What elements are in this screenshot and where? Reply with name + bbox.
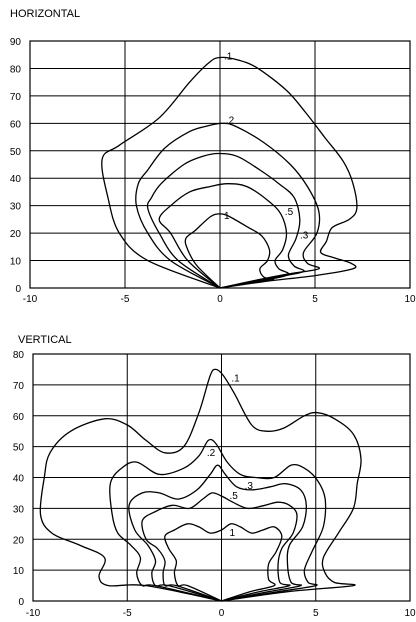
chart2-contour-label-1: 1 — [230, 528, 236, 539]
chart2-contour-label-p5: .5 — [230, 491, 239, 502]
chart1-y-tick-90: 90 — [10, 37, 22, 48]
chart2-contour-label-p2: .2 — [207, 448, 216, 459]
chart1-y-tick-80: 80 — [10, 64, 22, 75]
chart2-title: VERTICAL — [18, 334, 72, 346]
chart2-contour-p2 — [109, 438, 327, 602]
chart1-x-tick--10: -10 — [23, 294, 38, 305]
chart1-contour-p5 — [158, 183, 290, 289]
chart2-y-tick-60: 60 — [13, 412, 25, 423]
chart1-title: HORIZONTAL — [10, 8, 80, 20]
chart1-contour-label-1: 1 — [224, 211, 230, 222]
chart1-y-tick-40: 40 — [10, 174, 22, 185]
chart2-y-tick-70: 70 — [13, 381, 25, 392]
chart1-y-tick-50: 50 — [10, 147, 22, 158]
chart2-y-tick-40: 40 — [13, 474, 25, 485]
chart2-x-tick--10: -10 — [26, 608, 41, 619]
chart1-y-tick-30: 30 — [10, 202, 22, 213]
chart1-x-tick-0: 0 — [217, 294, 223, 305]
chart1-y-tick-10: 10 — [10, 257, 22, 268]
chart1-x-tick--5: -5 — [121, 294, 130, 305]
chart1-y-tick-20: 20 — [10, 229, 22, 240]
chart2-x-tick--5: -5 — [123, 608, 132, 619]
chart2-y-tick-10: 10 — [13, 566, 25, 577]
chart1-contour-label-p2: .2 — [226, 115, 235, 126]
chart2-y-tick-80: 80 — [13, 350, 25, 361]
chart2-y-tick-0: 0 — [18, 597, 24, 608]
chart1-contour-p2 — [135, 122, 321, 289]
chart1-contour-p3 — [146, 152, 305, 289]
chart2-y-tick-50: 50 — [13, 443, 25, 454]
chart2-contour-p3 — [128, 464, 307, 602]
chart2-contour-p1 — [39, 368, 362, 602]
chart2-contour-p5 — [141, 492, 298, 602]
chart2-contour-label-p3: .3 — [245, 481, 254, 492]
chart2-x-tick-0: 0 — [219, 608, 225, 619]
chart1-contour-label-p3: .3 — [300, 231, 309, 242]
chart1-contour-label-p5: .5 — [285, 207, 294, 218]
chart1-y-tick-70: 70 — [10, 92, 22, 103]
chart1-x-tick-5: 5 — [312, 294, 318, 305]
chart1-y-tick-0: 0 — [15, 284, 21, 295]
chart2-contour-1 — [164, 523, 283, 602]
chart1-x-tick-10: 10 — [404, 294, 416, 305]
chart2-x-tick-10: 10 — [404, 608, 416, 619]
chart1-contour-1 — [184, 213, 275, 289]
chart1-contour-p1 — [101, 56, 358, 289]
chart2-y-tick-30: 30 — [13, 504, 25, 515]
chart1-y-tick-60: 60 — [10, 119, 22, 130]
chart2-y-tick-20: 20 — [13, 535, 25, 546]
chart2-contour-label-p1: .1 — [231, 374, 240, 385]
chart1-contour-label-p1: .1 — [224, 51, 233, 62]
chart2-x-tick-5: 5 — [313, 608, 319, 619]
